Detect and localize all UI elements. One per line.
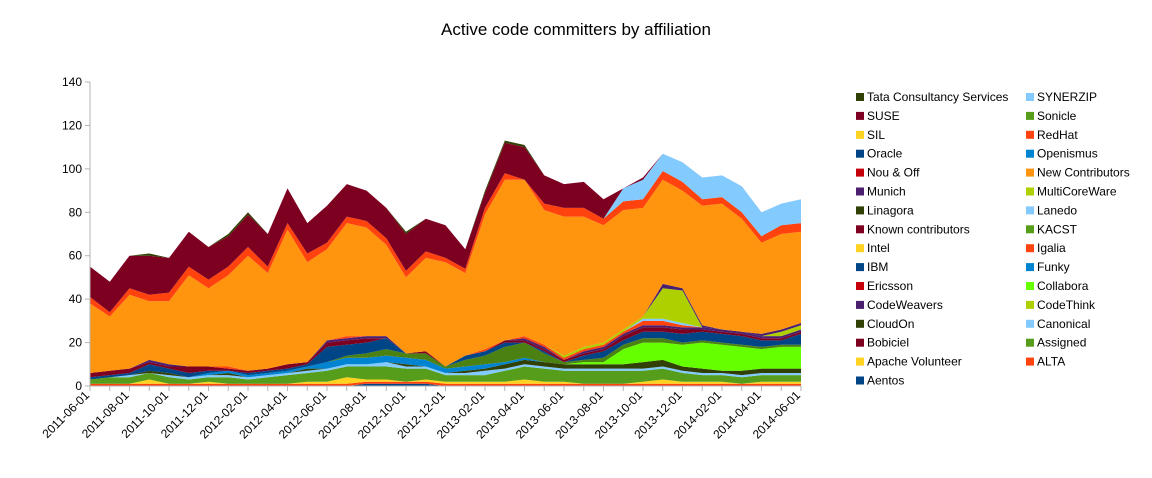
area-alta bbox=[90, 381, 801, 386]
legend-label-bobiciel: Bobiciel bbox=[867, 336, 909, 350]
legend-label-nou-off: Nou & Off bbox=[867, 166, 920, 180]
legend-swatch-funky bbox=[1026, 263, 1034, 272]
area-canonical bbox=[90, 362, 801, 380]
area-cloudon bbox=[90, 359, 801, 380]
legend-label-collabora: Collabora bbox=[1037, 279, 1089, 293]
area-igalia bbox=[90, 320, 801, 373]
legend-swatch-munich bbox=[856, 187, 864, 196]
legend-label-ibm: IBM bbox=[867, 260, 888, 274]
legend-label-new-contributors: New Contributors bbox=[1037, 166, 1130, 180]
area-collabora bbox=[90, 342, 801, 380]
area-new-contributors bbox=[90, 179, 801, 373]
legend-swatch-tata-consultancy-services bbox=[856, 93, 864, 101]
area-funky bbox=[90, 355, 801, 380]
legend-swatch-sonicle bbox=[1026, 111, 1034, 120]
y-tick-label: 120 bbox=[62, 118, 82, 132]
legend-label-oracle: Oracle bbox=[867, 147, 903, 161]
y-tick-label: 80 bbox=[69, 205, 83, 219]
legend-label-suse: SUSE bbox=[867, 109, 900, 123]
legend-swatch-igalia bbox=[1026, 244, 1034, 253]
chart-title: Active code committers by affiliation bbox=[441, 20, 711, 39]
legend-label-munich: Munich bbox=[867, 185, 906, 199]
legend-swatch-synerzip bbox=[1026, 93, 1034, 101]
legend-swatch-kacst bbox=[1026, 225, 1034, 234]
legend-swatch-suse bbox=[856, 111, 864, 120]
legend-swatch-sil bbox=[856, 130, 864, 139]
area-apache-volunteer bbox=[90, 377, 801, 384]
legend-label-ericsson: Ericsson bbox=[867, 279, 913, 293]
legend-label-linagora: Linagora bbox=[867, 203, 914, 217]
legend-swatch-bobiciel bbox=[856, 338, 864, 347]
legend-swatch-aentos bbox=[856, 376, 864, 385]
area-assigned bbox=[90, 366, 801, 384]
y-tick-label: 100 bbox=[62, 162, 82, 176]
legend-label-igalia: Igalia bbox=[1037, 241, 1066, 255]
legend-swatch-multicoreware bbox=[1026, 187, 1034, 196]
legend-swatch-linagora bbox=[856, 206, 864, 215]
legend-label-assigned: Assigned bbox=[1037, 336, 1086, 350]
y-tick-label: 60 bbox=[69, 249, 83, 263]
y-tick-label: 40 bbox=[69, 292, 83, 306]
legend-swatch-intel bbox=[856, 244, 864, 253]
legend-swatch-alta bbox=[1026, 357, 1034, 366]
legend-label-redhat: RedHat bbox=[1037, 128, 1078, 142]
area-kacst bbox=[90, 338, 801, 380]
legend: Tata Consultancy Services SUSE SIL Oracle No… bbox=[856, 90, 1130, 388]
legend-label-known-contributors: Known contributors bbox=[867, 222, 970, 236]
legend-label-lanedo: Lanedo bbox=[1037, 203, 1077, 217]
legend-swatch-apache-volunteer bbox=[856, 357, 864, 366]
legend-label-sonicle: Sonicle bbox=[1037, 109, 1077, 123]
legend-swatch-codeweavers bbox=[856, 300, 864, 309]
legend-label-aentos: Aentos bbox=[867, 374, 904, 388]
legend-swatch-canonical bbox=[1026, 319, 1034, 328]
legend-swatch-codethink bbox=[1026, 300, 1034, 309]
area-lanedo bbox=[90, 153, 801, 313]
legend-swatch-lanedo bbox=[1026, 206, 1034, 215]
legend-swatch-cloudon bbox=[856, 319, 864, 328]
legend-swatch-openismus bbox=[1026, 149, 1034, 158]
legend-label-alta: ALTA bbox=[1037, 355, 1065, 369]
y-tick-label: 0 bbox=[75, 379, 82, 393]
legend-label-openismus: Openismus bbox=[1037, 147, 1098, 161]
legend-label-sil: SIL bbox=[867, 128, 885, 142]
legend-label-multicoreware: MultiCoreWare bbox=[1037, 185, 1117, 199]
legend-label-tata-consultancy-services: Tata Consultancy Services bbox=[867, 90, 1008, 104]
legend-label-codeweavers: CodeWeavers bbox=[867, 298, 943, 312]
legend-label-intel: Intel bbox=[867, 241, 890, 255]
legend-label-codethink: CodeThink bbox=[1037, 298, 1096, 312]
legend-swatch-ericsson bbox=[856, 282, 864, 290]
legend-swatch-oracle bbox=[856, 149, 864, 158]
legend-swatch-collabora bbox=[1026, 282, 1034, 290]
legend-swatch-ibm bbox=[856, 263, 864, 272]
legend-swatch-redhat bbox=[1026, 130, 1034, 139]
legend-label-canonical: Canonical bbox=[1037, 317, 1090, 331]
legend-label-cloudon: CloudOn bbox=[867, 317, 914, 331]
legend-swatch-assigned bbox=[1026, 338, 1034, 347]
y-tick-label: 20 bbox=[69, 336, 83, 350]
area-known-contributors bbox=[90, 142, 801, 313]
legend-label-apache-volunteer: Apache Volunteer bbox=[867, 355, 962, 369]
legend-label-kacst: KACST bbox=[1037, 222, 1078, 236]
area-redhat bbox=[90, 171, 801, 317]
legend-swatch-known-contributors bbox=[856, 225, 864, 234]
area-bobiciel bbox=[90, 327, 801, 378]
legend-swatch-nou-off bbox=[856, 168, 864, 177]
legend-label-synerzip: SYNERZIP bbox=[1037, 90, 1097, 104]
legend-label-funky: Funky bbox=[1037, 260, 1070, 274]
area-series-group bbox=[90, 140, 801, 386]
area-ibm bbox=[90, 331, 801, 380]
legend-swatch-new-contributors bbox=[1026, 168, 1034, 177]
y-tick-label: 140 bbox=[62, 75, 82, 89]
